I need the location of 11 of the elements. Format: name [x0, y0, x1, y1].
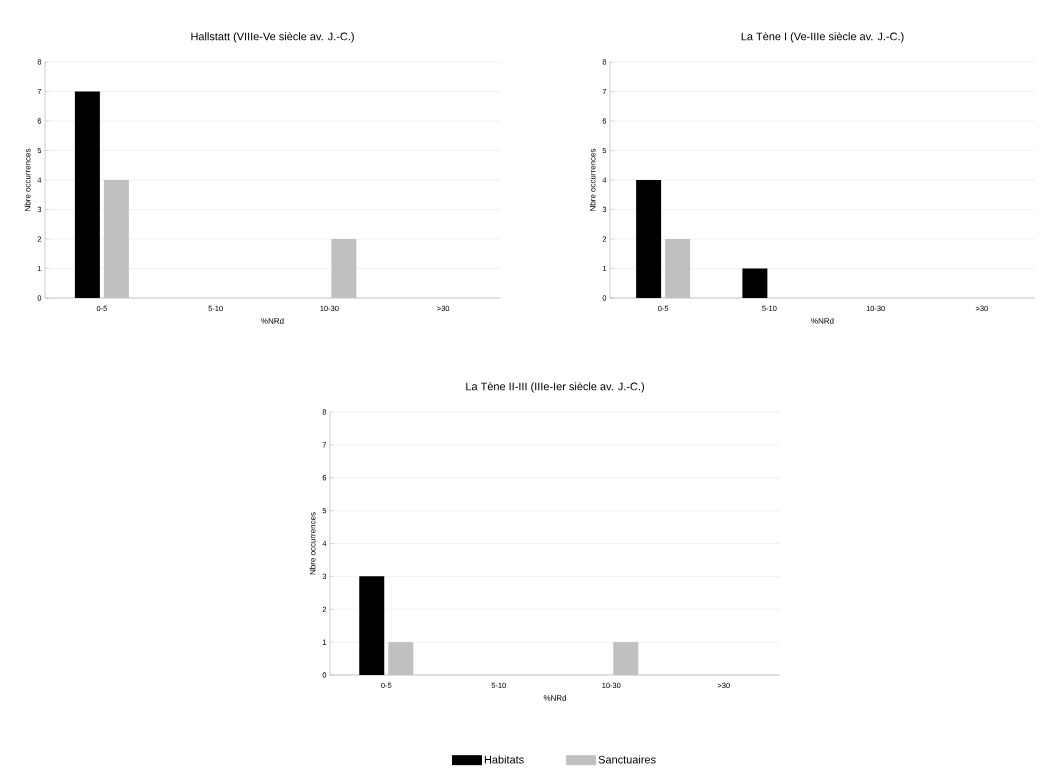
bar [103, 180, 129, 299]
bar [665, 239, 691, 299]
bar [74, 91, 100, 299]
chart-title: La Tène II-III (IIIe-Ier siècle av. J.-C.) [466, 382, 644, 393]
chart-title: La Tène I (Ve-IIIe siècle av. J.-C.) [741, 32, 904, 43]
bar [742, 268, 768, 299]
chart-title: Hallstatt (VIIIe-Ve siècle av. J.-C.) [191, 32, 354, 43]
legend-label: Sanctuaires [598, 755, 656, 764]
bar [636, 180, 662, 299]
legend-label: Habitats [484, 755, 524, 764]
bar [331, 239, 357, 299]
